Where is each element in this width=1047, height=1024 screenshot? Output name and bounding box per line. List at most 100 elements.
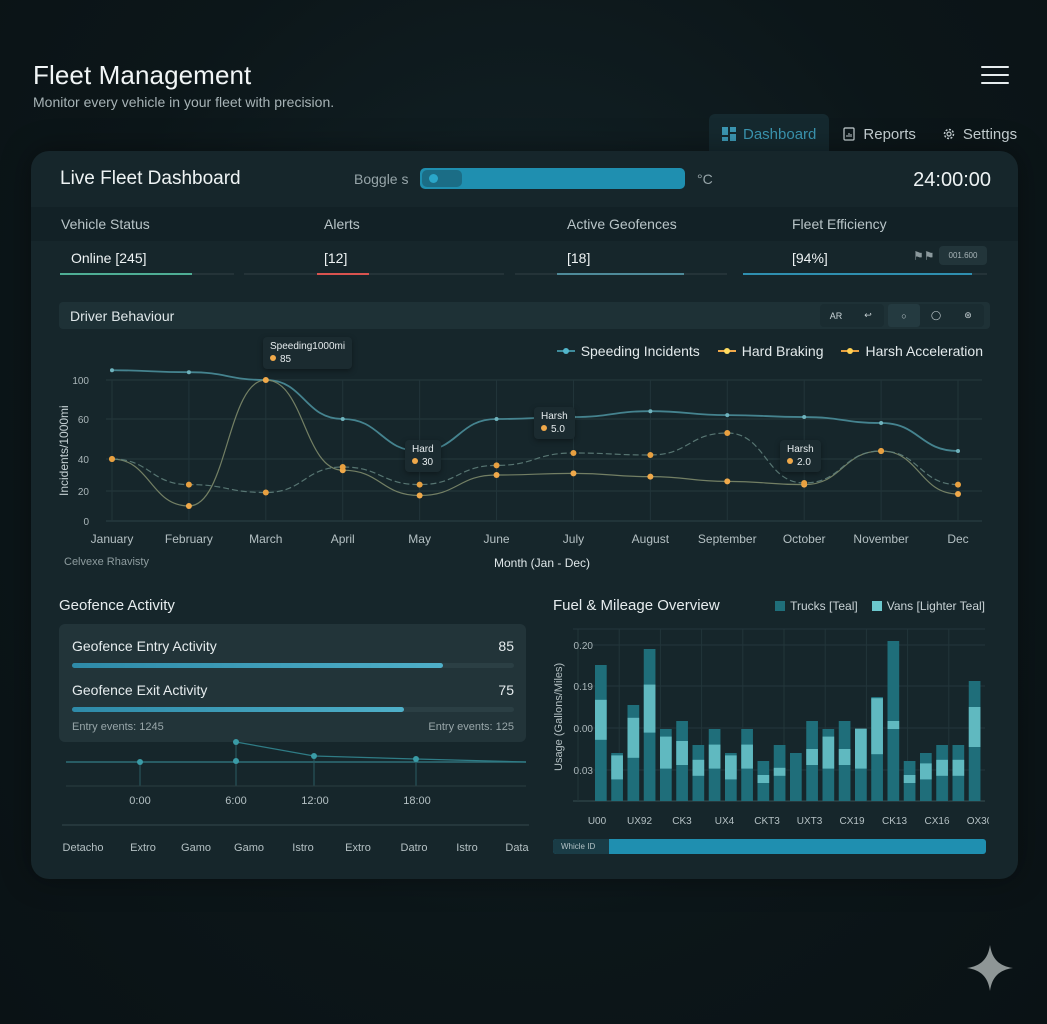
vehicle-id-scrollbar[interactable]: Whicle ID: [553, 839, 986, 854]
undo-icon[interactable]: ↩: [864, 310, 872, 320]
y-tick-label: 40: [78, 455, 90, 466]
legend-item[interactable]: Harsh Acceleration: [841, 343, 983, 359]
tooltip-title: Speeding1000mi: [270, 341, 346, 352]
x-tick-label: UX4: [715, 816, 735, 827]
tab-reports[interactable]: Reports: [829, 114, 929, 154]
ar-toggle-button[interactable]: AR: [829, 310, 843, 321]
data-point[interactable]: [110, 368, 114, 373]
bar-vans[interactable]: [757, 775, 770, 783]
y-tick-label: 60: [78, 415, 90, 426]
bar-trucks[interactable]: [790, 753, 802, 801]
oval-icon[interactable]: ◯: [930, 310, 942, 320]
tab-dashboard[interactable]: Dashboard: [709, 114, 830, 154]
data-point[interactable]: [416, 481, 423, 488]
legend-swatch: [775, 601, 786, 611]
data-point[interactable]: [801, 480, 808, 486]
bar-vans[interactable]: [806, 749, 818, 765]
data-point[interactable]: [416, 492, 423, 499]
data-point[interactable]: [262, 489, 269, 496]
tooltip-value: 30: [422, 457, 434, 468]
data-point[interactable]: [725, 413, 730, 418]
bar-vans[interactable]: [643, 684, 656, 733]
bar-vans[interactable]: [968, 707, 981, 747]
bar-vans[interactable]: [936, 759, 948, 776]
data-point[interactable]: [802, 415, 807, 420]
geofence-exit-progress: [72, 707, 514, 712]
bar-vans[interactable]: [692, 759, 705, 776]
data-point[interactable]: [493, 462, 500, 469]
data-point[interactable]: [647, 452, 654, 458]
stat-label-alerts: Alerts: [324, 216, 360, 232]
data-point[interactable]: [493, 472, 500, 478]
data-point[interactable]: [185, 481, 192, 488]
data-point[interactable]: [570, 470, 577, 477]
tooltip-title: Harsh: [787, 444, 814, 455]
bar-vans[interactable]: [855, 728, 867, 769]
data-point[interactable]: [955, 481, 961, 488]
x-tick-label: Dec: [947, 532, 968, 546]
circle-icon[interactable]: ○: [888, 304, 920, 327]
bar-vans[interactable]: [725, 755, 737, 780]
bar-vans[interactable]: [903, 775, 916, 783]
data-point[interactable]: [724, 478, 731, 485]
data-point[interactable]: [879, 421, 884, 425]
bar-vans[interactable]: [887, 721, 900, 729]
tab-label: Reports: [863, 125, 916, 143]
bar-vans[interactable]: [952, 759, 965, 776]
timeline-point: [413, 756, 419, 762]
geofence-footer-right: Entry events: 125: [428, 721, 514, 733]
x-tick-label: CK3: [672, 816, 692, 827]
bar-vans[interactable]: [595, 699, 607, 740]
data-point[interactable]: [185, 503, 192, 509]
data-point[interactable]: [109, 456, 115, 462]
legend-item[interactable]: Trucks [Teal]: [775, 599, 858, 613]
timeline-point: [233, 739, 239, 745]
x-tick-label: UX92: [627, 816, 652, 827]
bar-vans[interactable]: [773, 767, 786, 776]
target-icon[interactable]: ⊛: [964, 310, 972, 320]
data-point[interactable]: [647, 473, 654, 480]
data-point[interactable]: [570, 450, 577, 456]
data-point[interactable]: [956, 449, 960, 453]
data-point[interactable]: [186, 370, 191, 375]
live-fleet-dashboard: Live Fleet Dashboard Boggle s °C 24:00:0…: [31, 151, 1018, 879]
bar-vans[interactable]: [822, 736, 835, 769]
bar-vans[interactable]: [838, 749, 851, 765]
toggle-knob[interactable]: [422, 170, 462, 187]
bar-vans[interactable]: [660, 736, 672, 769]
hamburger-menu-icon[interactable]: [981, 66, 1009, 86]
bar-vans[interactable]: [676, 741, 688, 765]
data-point[interactable]: [340, 417, 345, 421]
geofence-card: Geofence Entry Activity 85 Geofence Exit…: [59, 624, 526, 742]
bar-vans[interactable]: [708, 744, 721, 769]
data-point[interactable]: [955, 491, 961, 497]
legend-label: Trucks [Teal]: [790, 599, 858, 613]
legend-swatch: [841, 350, 860, 352]
bar-vans[interactable]: [871, 698, 883, 755]
dashboard-grid-icon: [722, 127, 736, 141]
sparkle-icon: [967, 945, 1013, 991]
toggle-switch[interactable]: [420, 168, 685, 189]
legend-item[interactable]: Hard Braking: [717, 343, 823, 359]
bar-vans[interactable]: [627, 717, 640, 758]
time-label: 18:00: [403, 795, 431, 807]
efficiency-chip[interactable]: 001.600: [939, 246, 987, 265]
data-point[interactable]: [724, 430, 731, 436]
y-axis-title: Usage (Gallons/Miles): [553, 662, 565, 771]
bar-vans[interactable]: [920, 763, 932, 780]
legend-swatch: [871, 601, 882, 611]
data-point[interactable]: [494, 417, 499, 421]
legend-item[interactable]: Speeding Incidents: [556, 343, 700, 359]
y-axis-title: Incidents/1000mi: [57, 405, 71, 496]
data-point[interactable]: [648, 409, 653, 414]
bar-vans[interactable]: [611, 755, 623, 780]
stat-value-alerts: [12]: [324, 250, 348, 266]
data-point[interactable]: [339, 464, 346, 470]
data-point[interactable]: [878, 448, 885, 454]
legend-item[interactable]: Vans [Lighter Teal]: [871, 599, 985, 613]
legend-swatch: [717, 350, 736, 352]
data-point[interactable]: [262, 377, 269, 383]
tab-settings[interactable]: Settings: [929, 114, 1030, 154]
chart-legend: Speeding Incidents Hard Braking Harsh Ac…: [556, 343, 983, 359]
bar-vans[interactable]: [741, 744, 753, 769]
